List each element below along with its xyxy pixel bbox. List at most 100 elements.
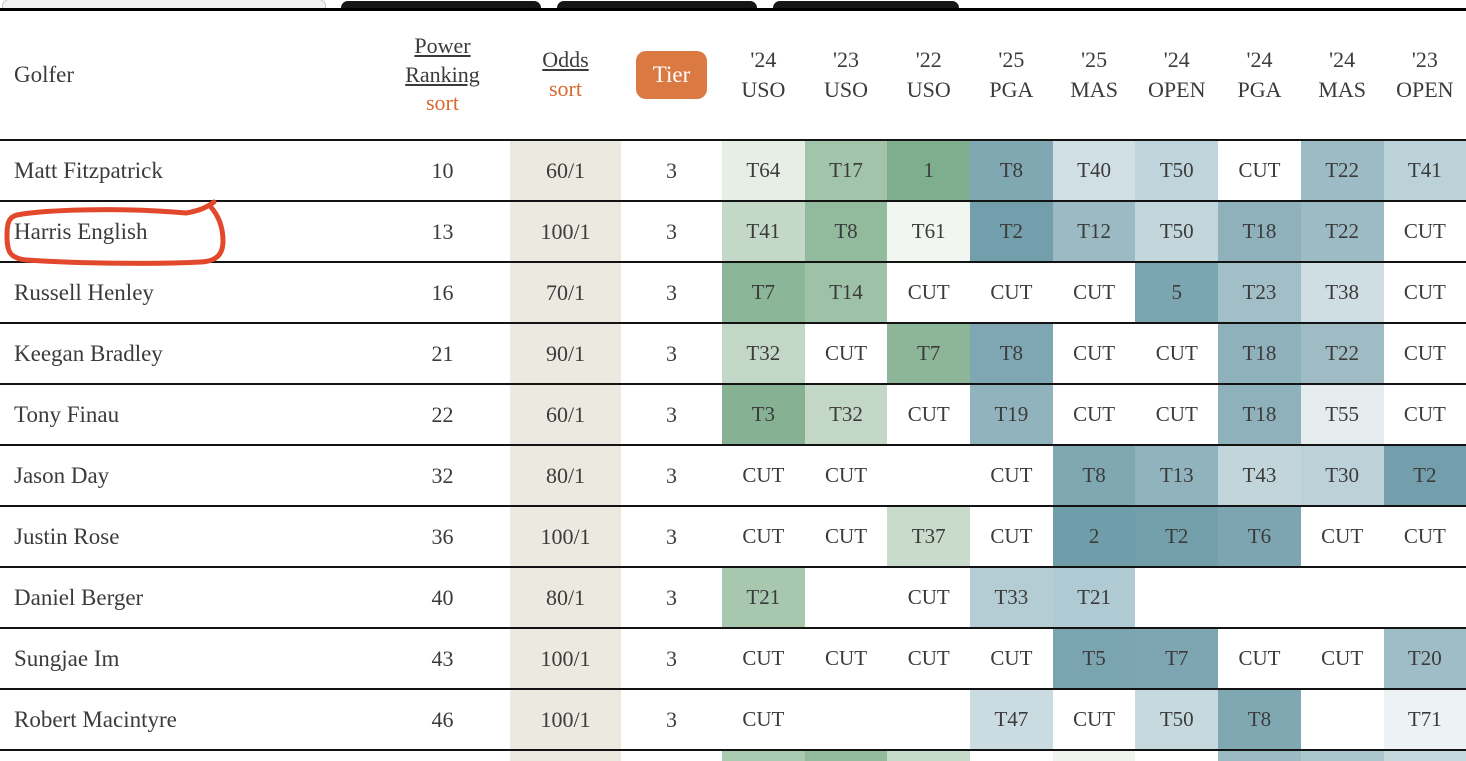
- odds-cell: 70/1: [510, 262, 621, 323]
- result-cell: CUT: [1301, 628, 1384, 689]
- event-year-label: '24: [1301, 45, 1384, 75]
- event-name-label: OPEN: [1135, 75, 1218, 105]
- power-ranking-sort-link[interactable]: sort: [375, 89, 510, 118]
- result-cell: T33: [970, 567, 1053, 628]
- result-cell: T50: [1135, 140, 1218, 201]
- result-cell: CUT: [887, 262, 970, 323]
- browser-tab[interactable]: [773, 1, 959, 8]
- odds-cell: 100/1: [510, 506, 621, 567]
- event-name-label: USO: [805, 75, 888, 105]
- browser-tab-active[interactable]: [2, 0, 326, 8]
- result-cell: CUT: [1218, 628, 1301, 689]
- result-cell: CUT: [1384, 506, 1466, 567]
- tier-button[interactable]: Tier: [636, 51, 708, 99]
- result-cell: T2: [1135, 506, 1218, 567]
- odds-sort-header[interactable]: Odds: [510, 46, 621, 75]
- tier-cell: 3: [621, 384, 722, 445]
- golfer-name-cell: Tony Finau: [0, 384, 375, 445]
- result-cell: T13: [1135, 445, 1218, 506]
- result-cell: T7: [722, 262, 805, 323]
- result-cell: T55: [1301, 384, 1384, 445]
- result-cell: [805, 750, 888, 761]
- table-row-partial: [0, 750, 1466, 761]
- result-cell: T18: [1218, 201, 1301, 262]
- golfer-name-cell: [0, 750, 375, 761]
- result-cell: CUT: [722, 445, 805, 506]
- tier-cell: 3: [621, 323, 722, 384]
- result-cell: [1218, 567, 1301, 628]
- event-name-label: USO: [887, 75, 970, 105]
- golfer-name-cell: Daniel Berger: [0, 567, 375, 628]
- result-cell: CUT: [887, 384, 970, 445]
- odds-sort-link[interactable]: sort: [510, 75, 621, 104]
- odds-cell: 100/1: [510, 689, 621, 750]
- power-ranking-cell: 16: [375, 262, 510, 323]
- result-cell: CUT: [722, 506, 805, 567]
- result-cell: [1218, 750, 1301, 761]
- result-cell: CUT: [970, 445, 1053, 506]
- result-cell: CUT: [1135, 323, 1218, 384]
- browser-tab[interactable]: [341, 1, 541, 8]
- result-cell: CUT: [1384, 201, 1466, 262]
- result-cell: CUT: [805, 628, 888, 689]
- result-cell: [1053, 750, 1136, 761]
- result-cell: T7: [1135, 628, 1218, 689]
- power-ranking-cell: 40: [375, 567, 510, 628]
- browser-tab[interactable]: [557, 1, 757, 8]
- result-cell: CUT: [1384, 323, 1466, 384]
- golfer-name-cell: Keegan Bradley: [0, 323, 375, 384]
- result-cell: T37: [887, 506, 970, 567]
- tier-cell: 3: [621, 628, 722, 689]
- power-ranking-cell: 13: [375, 201, 510, 262]
- column-header-power-ranking: Power Ranking sort: [375, 11, 510, 140]
- result-cell: [805, 689, 888, 750]
- event-year-label: '24: [1218, 45, 1301, 75]
- result-cell: 1: [887, 140, 970, 201]
- golfer-results-table: Golfer Power Ranking sort Odds sort Tier…: [0, 11, 1466, 761]
- column-header-odds: Odds sort: [510, 11, 621, 140]
- result-cell: T22: [1301, 323, 1384, 384]
- result-cell: T43: [1218, 445, 1301, 506]
- power-ranking-sort-header[interactable]: Power Ranking: [391, 32, 495, 89]
- tier-cell: 3: [621, 506, 722, 567]
- result-cell: 5: [1135, 262, 1218, 323]
- event-name-label: PGA: [970, 75, 1053, 105]
- tier-cell: 3: [621, 201, 722, 262]
- result-cell: [1384, 750, 1466, 761]
- result-cell: T21: [722, 567, 805, 628]
- result-cell: T8: [970, 323, 1053, 384]
- power-ranking-cell: 22: [375, 384, 510, 445]
- tier-cell: 3: [621, 140, 722, 201]
- result-cell: T6: [1218, 506, 1301, 567]
- result-cell: T47: [970, 689, 1053, 750]
- result-cell: CUT: [1053, 262, 1136, 323]
- odds-cell: 90/1: [510, 323, 621, 384]
- result-cell: T41: [1384, 140, 1466, 201]
- event-year-label: '24: [1135, 45, 1218, 75]
- event-year-label: '23: [1384, 45, 1466, 75]
- result-cell: [1301, 689, 1384, 750]
- result-cell: CUT: [805, 445, 888, 506]
- result-cell: T14: [805, 262, 888, 323]
- result-cell: T41: [722, 201, 805, 262]
- golfer-name-cell: Justin Rose: [0, 506, 375, 567]
- result-cell: T8: [1218, 689, 1301, 750]
- result-cell: T8: [1053, 445, 1136, 506]
- result-cell: T64: [722, 140, 805, 201]
- result-cell: T7: [887, 323, 970, 384]
- result-cell: 2: [1053, 506, 1136, 567]
- result-cell: T32: [722, 323, 805, 384]
- result-cell: T22: [1301, 201, 1384, 262]
- odds-cell: 60/1: [510, 384, 621, 445]
- odds-cell: 80/1: [510, 567, 621, 628]
